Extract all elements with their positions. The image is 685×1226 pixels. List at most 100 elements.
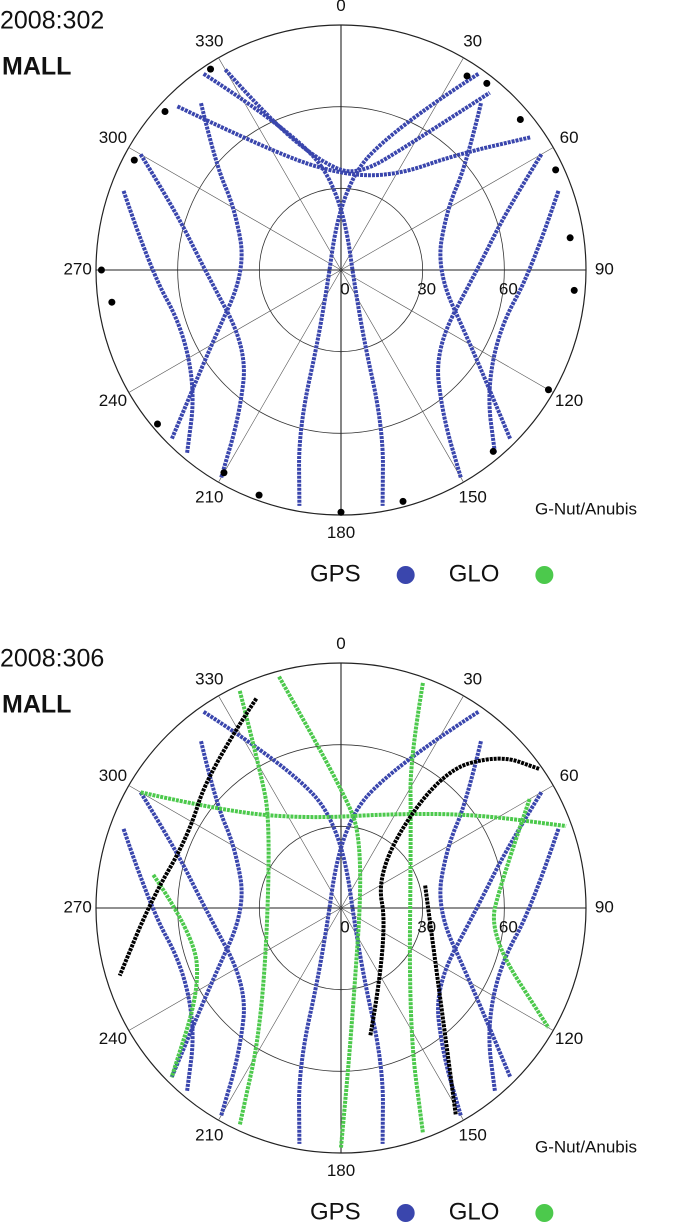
obs-point (566, 234, 574, 242)
angle-tick-label: 90 (595, 259, 614, 278)
angle-tick-label: 210 (195, 1126, 223, 1145)
satellite-track (151, 873, 200, 1078)
angle-tick-label: 180 (327, 1161, 355, 1180)
obs-point (161, 108, 169, 116)
legend-label: GPS (310, 1198, 361, 1225)
r-tick-label: 30 (417, 279, 436, 298)
chart-title: 2008:306 (0, 645, 104, 673)
angle-tick-label: 60 (560, 128, 579, 147)
legend-swatch (396, 1204, 415, 1222)
spoke (128, 147, 342, 271)
obs-point (108, 298, 116, 306)
satellite-track (140, 790, 567, 829)
obs-point (97, 266, 105, 274)
satellite-track (423, 885, 458, 1116)
obs-point (516, 116, 524, 124)
legend-label: GLO (449, 1198, 500, 1225)
angle-tick-label: 270 (63, 259, 91, 278)
angle-tick-label: 150 (459, 1126, 487, 1145)
obs-point (483, 79, 491, 87)
chart-subtitle: MALL (2, 53, 71, 81)
satellite-track (438, 740, 513, 1079)
chart-subtitle: MALL (2, 691, 71, 719)
satellite-track (117, 697, 259, 977)
spoke (128, 785, 342, 909)
obs-point (337, 508, 345, 516)
r-tick-label: 0 (340, 917, 349, 936)
satellite-track (407, 682, 425, 1134)
satellite-track (436, 791, 544, 1117)
obs-point (489, 447, 497, 455)
satellite-track (138, 153, 246, 479)
satellite-track (223, 68, 491, 174)
angle-tick-label: 120 (555, 1029, 583, 1048)
r-tick-label: 60 (499, 279, 518, 298)
spoke (340, 57, 464, 271)
satellite-track (297, 710, 480, 1144)
angle-tick-label: 60 (560, 766, 579, 785)
source-label: G-Nut/Anubis (535, 499, 637, 518)
obs-point (220, 469, 228, 477)
satellite-track (297, 72, 480, 506)
obs-point (399, 497, 407, 505)
obs-point (207, 65, 215, 73)
satellite-track (202, 710, 385, 1144)
satellite-track (121, 190, 195, 454)
obs-point (463, 72, 471, 80)
satellite-track (202, 72, 385, 506)
satellite-track (436, 153, 544, 479)
obs-point (570, 286, 578, 294)
angle-tick-label: 0 (336, 0, 345, 15)
obs-point (130, 156, 138, 164)
angle-tick-label: 180 (327, 523, 355, 542)
obs-point (153, 420, 161, 428)
satellite-track (487, 828, 561, 1092)
spoke (218, 57, 342, 271)
angle-tick-label: 240 (99, 391, 127, 410)
spoke (218, 695, 342, 909)
satellite-track (169, 102, 244, 441)
spoke (340, 785, 554, 909)
legend-label: GLO (449, 560, 500, 587)
spoke (340, 269, 464, 483)
angle-tick-label: 330 (195, 31, 223, 50)
satellite-track (237, 690, 271, 1126)
angle-tick-label: 240 (99, 1029, 127, 1048)
angle-tick-label: 300 (99, 766, 127, 785)
chart-title: 2008:302 (0, 7, 104, 35)
spoke (218, 269, 342, 483)
angle-tick-label: 330 (195, 669, 223, 688)
obs-point (255, 491, 263, 499)
satellite-track (176, 104, 531, 178)
satellite-track (277, 675, 363, 1148)
spoke (340, 907, 464, 1121)
obs-point (552, 166, 560, 174)
angle-tick-label: 30 (463, 669, 482, 688)
satellite-track (438, 102, 513, 441)
legend-label: GPS (310, 560, 361, 587)
angle-tick-label: 90 (595, 897, 614, 916)
angle-tick-label: 150 (459, 488, 487, 507)
spoke (218, 907, 342, 1121)
satellite-track (368, 756, 541, 1036)
angle-tick-label: 30 (463, 31, 482, 50)
r-tick-label: 0 (340, 279, 349, 298)
angle-tick-label: 270 (63, 897, 91, 916)
skyplot: 2008:302 MALL 0 30 60 0 30 60 90 120 150 180 210 240 2… (0, 0, 637, 587)
satellite-track (138, 791, 246, 1117)
angle-tick-label: 0 (336, 634, 345, 653)
obs-point (544, 386, 552, 394)
spoke (340, 147, 554, 271)
spoke (340, 695, 464, 909)
legend-swatch (396, 566, 415, 584)
angle-tick-label: 120 (555, 391, 583, 410)
satellite-track (487, 190, 561, 454)
angle-tick-label: 300 (99, 128, 127, 147)
legend-swatch (535, 1204, 554, 1222)
legend-swatch (535, 566, 554, 584)
angle-tick-label: 210 (195, 488, 223, 507)
satellite-track (121, 828, 195, 1092)
satellite-track (169, 740, 244, 1079)
